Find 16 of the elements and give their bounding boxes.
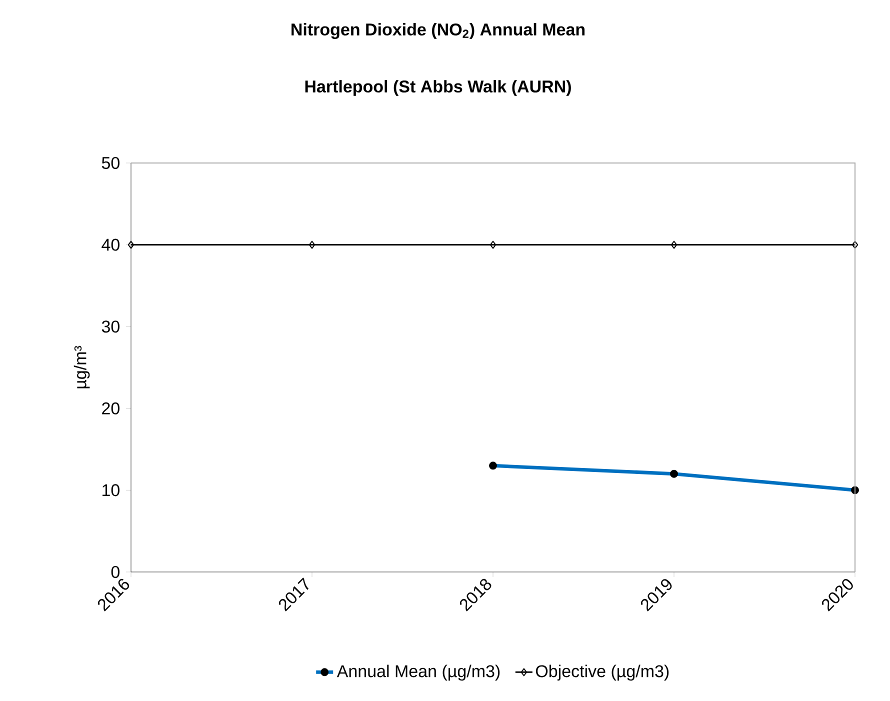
y-tick-label: 20 xyxy=(102,402,120,414)
legend-label: Annual Mean (µg/m3) xyxy=(336,664,500,681)
y-tick-label: 0 xyxy=(111,566,120,578)
point xyxy=(670,240,678,249)
point xyxy=(852,240,858,249)
point xyxy=(308,240,316,249)
legend-label: Objective (µg/m3) xyxy=(536,664,669,681)
y-tick-label: 10 xyxy=(102,484,120,496)
y-tick-label: 30 xyxy=(102,320,120,333)
chart-subtitle: Hartlepool (St Abbs Walk (AURN) xyxy=(305,80,571,96)
point xyxy=(128,240,134,249)
y-tick-label: 50 xyxy=(102,156,120,170)
y-tick-label: 40 xyxy=(102,238,120,251)
point xyxy=(490,240,496,249)
y-axis-title: µg/m³ xyxy=(74,346,90,388)
chart-title: Nitrogen Dioxide (NO$_{2}$) Annual Mean xyxy=(292,23,585,39)
